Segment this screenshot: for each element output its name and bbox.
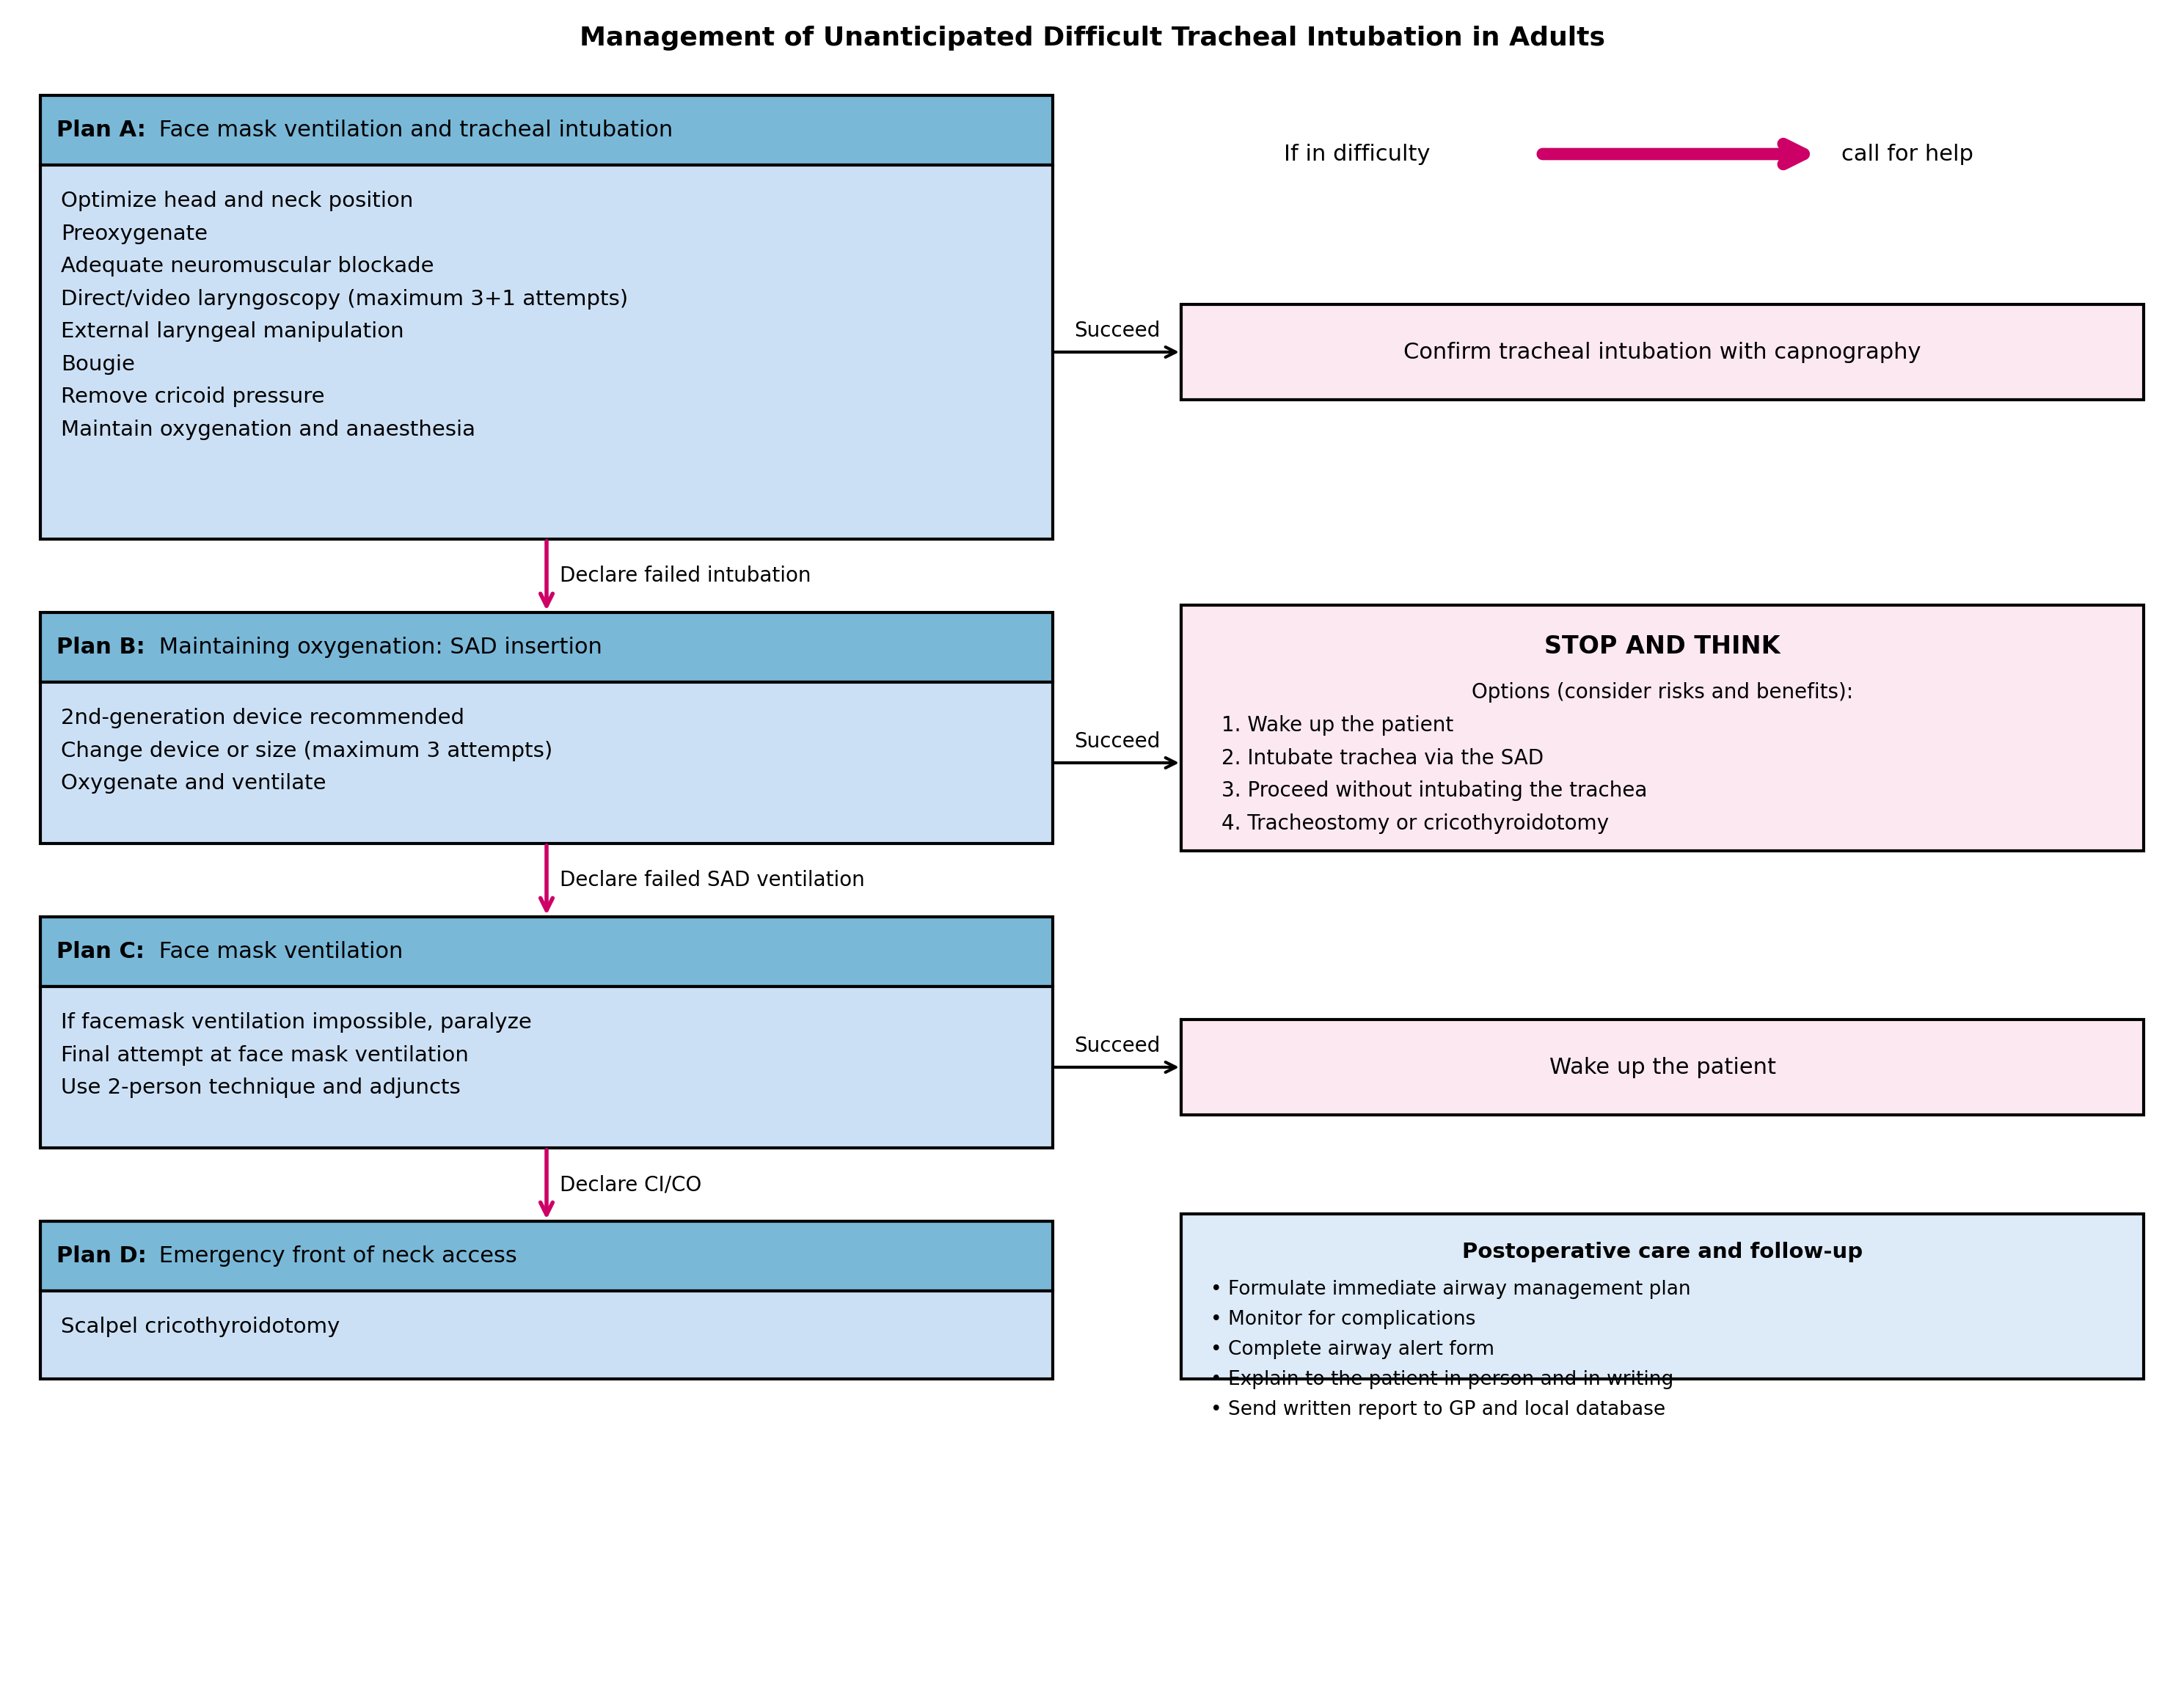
FancyBboxPatch shape [1182, 1019, 2145, 1116]
Text: Succeed: Succeed [1075, 1036, 1160, 1056]
Text: Plan B:: Plan B: [57, 637, 144, 657]
FancyBboxPatch shape [39, 165, 1053, 538]
Text: Emergency front of neck access: Emergency front of neck access [153, 1245, 518, 1267]
Text: Declare failed SAD ventilation: Declare failed SAD ventilation [559, 869, 865, 890]
Text: Declare CI/CO: Declare CI/CO [559, 1175, 701, 1195]
Text: 1. Wake up the patient
2. Intubate trachea via the SAD
3. Proceed without intuba: 1. Wake up the patient 2. Intubate trach… [1221, 715, 1647, 834]
Text: Optimize head and neck position
Preoxygenate
Adequate neuromuscular blockade
Dir: Optimize head and neck position Preoxyge… [61, 190, 629, 440]
Text: Succeed: Succeed [1075, 321, 1160, 341]
Text: Maintaining oxygenation: SAD insertion: Maintaining oxygenation: SAD insertion [153, 637, 603, 657]
Text: If in difficulty: If in difficulty [1284, 143, 1431, 165]
FancyBboxPatch shape [1182, 1214, 2145, 1379]
FancyBboxPatch shape [39, 1221, 1053, 1290]
Text: Succeed: Succeed [1075, 732, 1160, 752]
Text: • Formulate immediate airway management plan
• Monitor for complications
• Compl: • Formulate immediate airway management … [1210, 1280, 1690, 1420]
Text: Declare failed intubation: Declare failed intubation [559, 565, 810, 586]
FancyBboxPatch shape [1182, 304, 2145, 399]
Text: Management of Unanticipated Difficult Tracheal Intubation in Adults: Management of Unanticipated Difficult Tr… [579, 25, 1605, 51]
Text: If facemask ventilation impossible, paralyze
Final attempt at face mask ventilat: If facemask ventilation impossible, para… [61, 1012, 531, 1099]
Text: Scalpel cricothyroidotomy: Scalpel cricothyroidotomy [61, 1316, 341, 1336]
Text: Plan A:: Plan A: [57, 119, 146, 141]
FancyBboxPatch shape [39, 95, 1053, 165]
FancyBboxPatch shape [39, 917, 1053, 987]
Text: Postoperative care and follow-up: Postoperative care and follow-up [1461, 1241, 1863, 1262]
Text: Plan D:: Plan D: [57, 1245, 146, 1267]
Text: Wake up the patient: Wake up the patient [1548, 1056, 1776, 1078]
FancyBboxPatch shape [1182, 604, 2145, 851]
FancyBboxPatch shape [39, 987, 1053, 1148]
FancyBboxPatch shape [39, 683, 1053, 844]
Text: Face mask ventilation and tracheal intubation: Face mask ventilation and tracheal intub… [153, 119, 673, 141]
Text: Face mask ventilation: Face mask ventilation [153, 941, 404, 963]
Text: call for help: call for help [1841, 143, 1974, 165]
Text: STOP AND THINK: STOP AND THINK [1544, 635, 1780, 659]
FancyBboxPatch shape [39, 613, 1053, 683]
Text: Confirm tracheal intubation with capnography: Confirm tracheal intubation with capnogr… [1404, 341, 1922, 363]
Text: 2nd-generation device recommended
Change device or size (maximum 3 attempts)
Oxy: 2nd-generation device recommended Change… [61, 708, 553, 793]
Text: Options (consider risks and benefits):: Options (consider risks and benefits): [1472, 683, 1854, 703]
FancyBboxPatch shape [39, 1290, 1053, 1379]
Text: Plan C:: Plan C: [57, 941, 144, 963]
